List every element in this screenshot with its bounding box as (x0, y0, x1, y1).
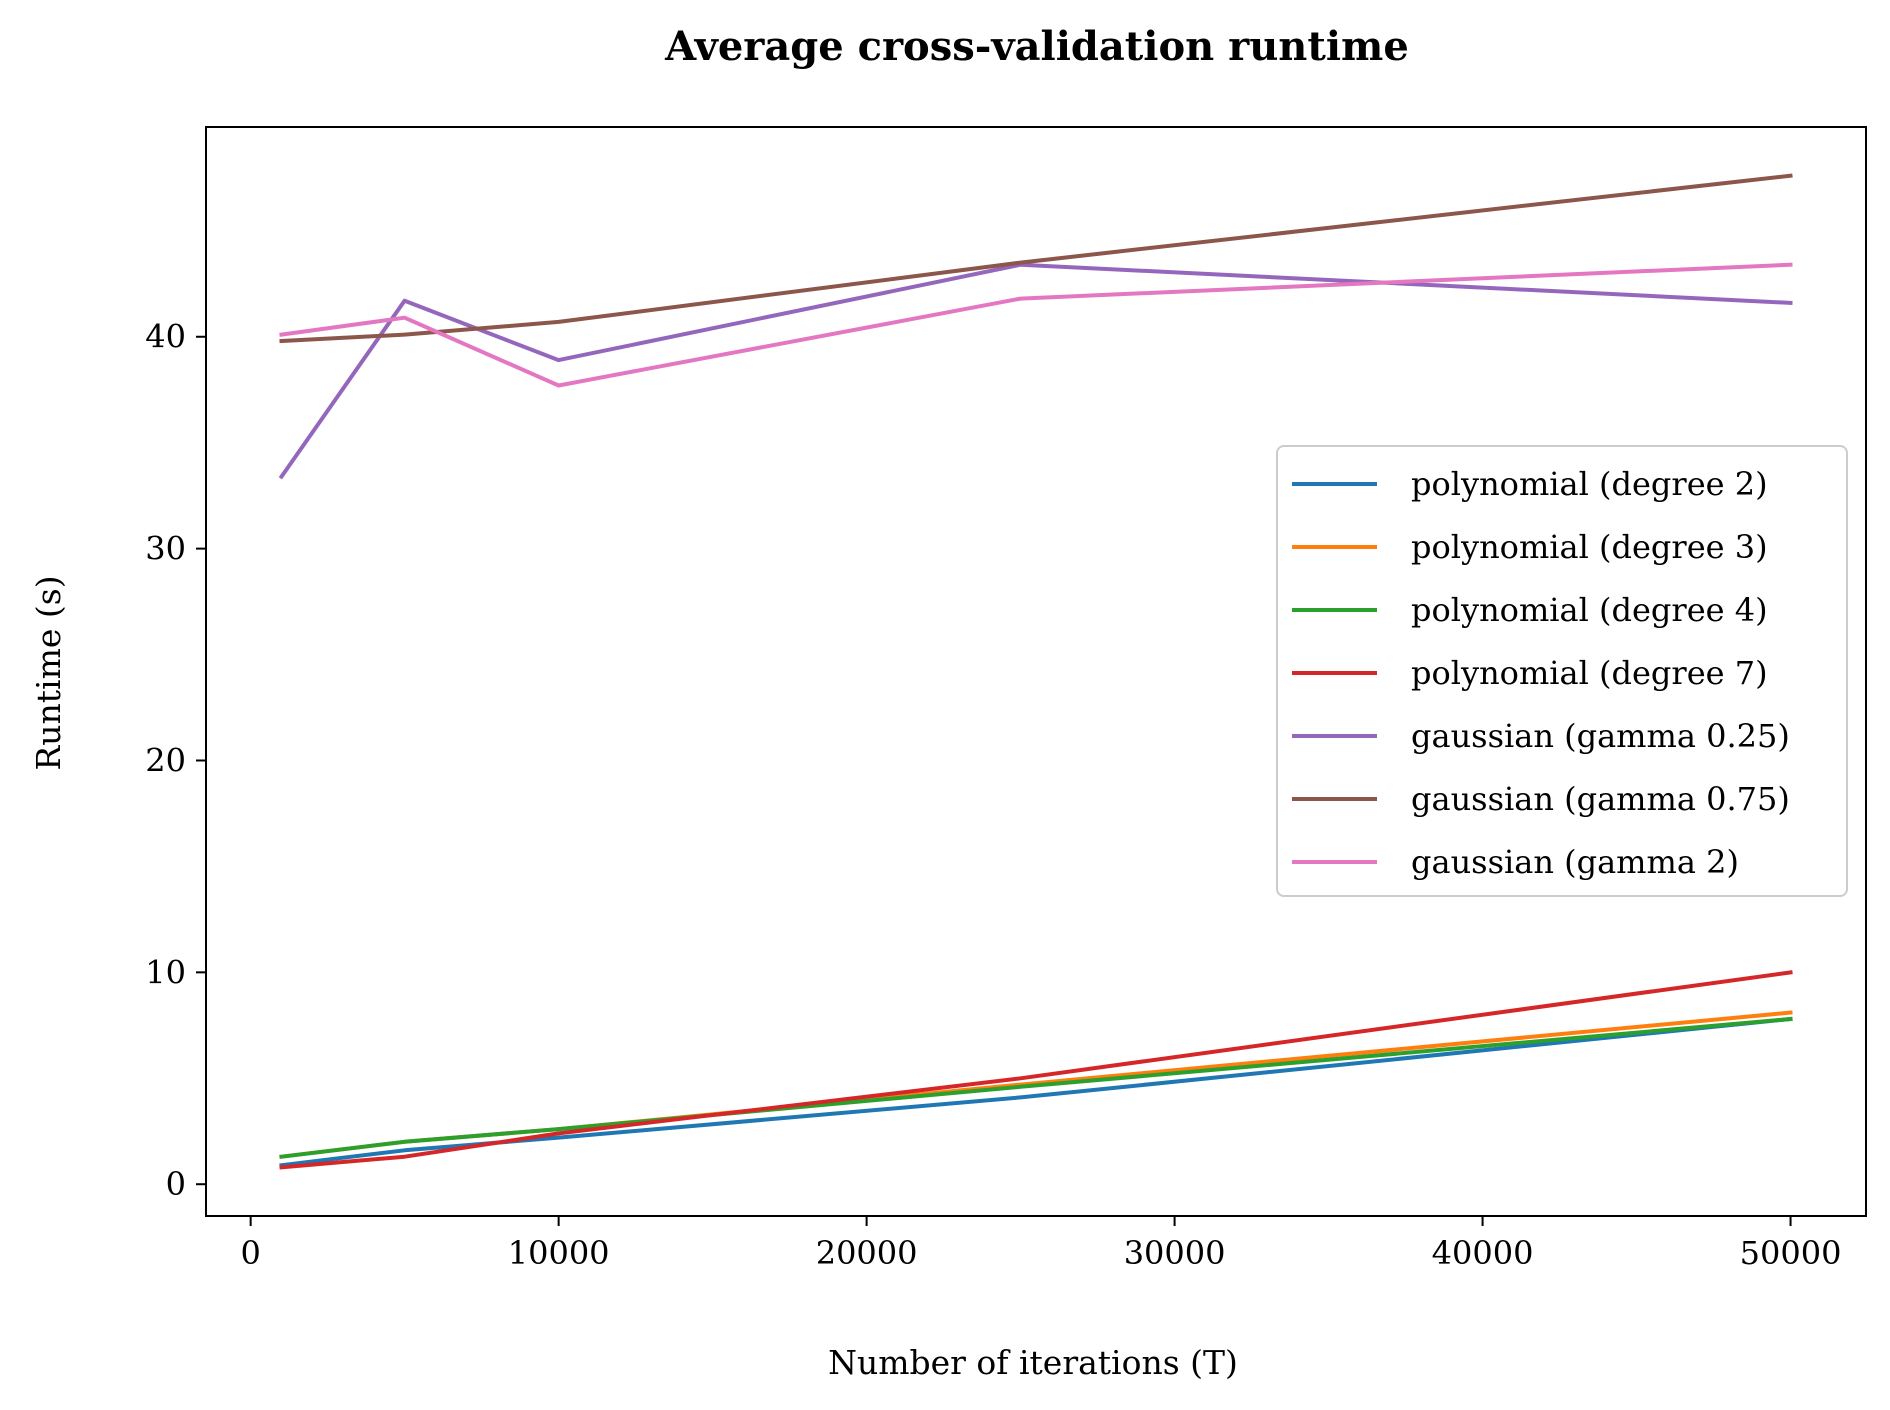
x-tick-label-1: 0 (240, 1234, 260, 1272)
legend-label-3: polynomial (degree 4) (1411, 591, 1768, 629)
series-line-6 (279, 173, 1793, 344)
y-tick-label-1: 0 (166, 1165, 186, 1203)
y-tick-label-2: 10 (145, 953, 186, 991)
legend-box (1276, 445, 1848, 897)
legend-label-2: polynomial (degree 3) (1411, 528, 1768, 566)
series-line-5 (278, 262, 1793, 480)
legend-label-4: polynomial (degree 7) (1411, 654, 1768, 692)
x-tick-label-3: 20000 (816, 1234, 918, 1272)
y-tick-label-5: 40 (145, 318, 186, 356)
legend-label-1: polynomial (degree 2) (1411, 465, 1768, 503)
y-tick-label-3: 20 (145, 741, 186, 779)
x-axis-label: Number of iterations (T) (828, 1343, 1238, 1382)
plot-frame (205, 126, 1867, 1217)
y-tick-label-4: 30 (145, 530, 186, 568)
legend-label-5: gaussian (gamma 0.25) (1411, 717, 1790, 755)
series-line-4 (279, 970, 1793, 1170)
legend-label-7: gaussian (gamma 2) (1411, 843, 1739, 881)
x-tick-label-5: 40000 (1432, 1234, 1534, 1272)
series-line-1 (279, 1016, 1793, 1168)
legend-label-6: gaussian (gamma 0.75) (1411, 780, 1790, 818)
series-line-7 (279, 262, 1793, 388)
x-tick-label-2: 10000 (508, 1234, 610, 1272)
chart-title: Average cross-validation runtime (664, 23, 1409, 70)
series-layer (278, 173, 1793, 1170)
x-tick-label-6: 50000 (1740, 1234, 1842, 1272)
legend: polynomial (degree 2) polynomial (degree … (1276, 445, 1848, 897)
series-line-3 (279, 1016, 1793, 1159)
ticks-layer: 0 10000 20000 30000 40000 50000 0 10 20 30 40 (145, 318, 1841, 1272)
x-tick-label-4: 30000 (1124, 1234, 1226, 1272)
y-axis-label: Runtime (s) (29, 575, 68, 770)
